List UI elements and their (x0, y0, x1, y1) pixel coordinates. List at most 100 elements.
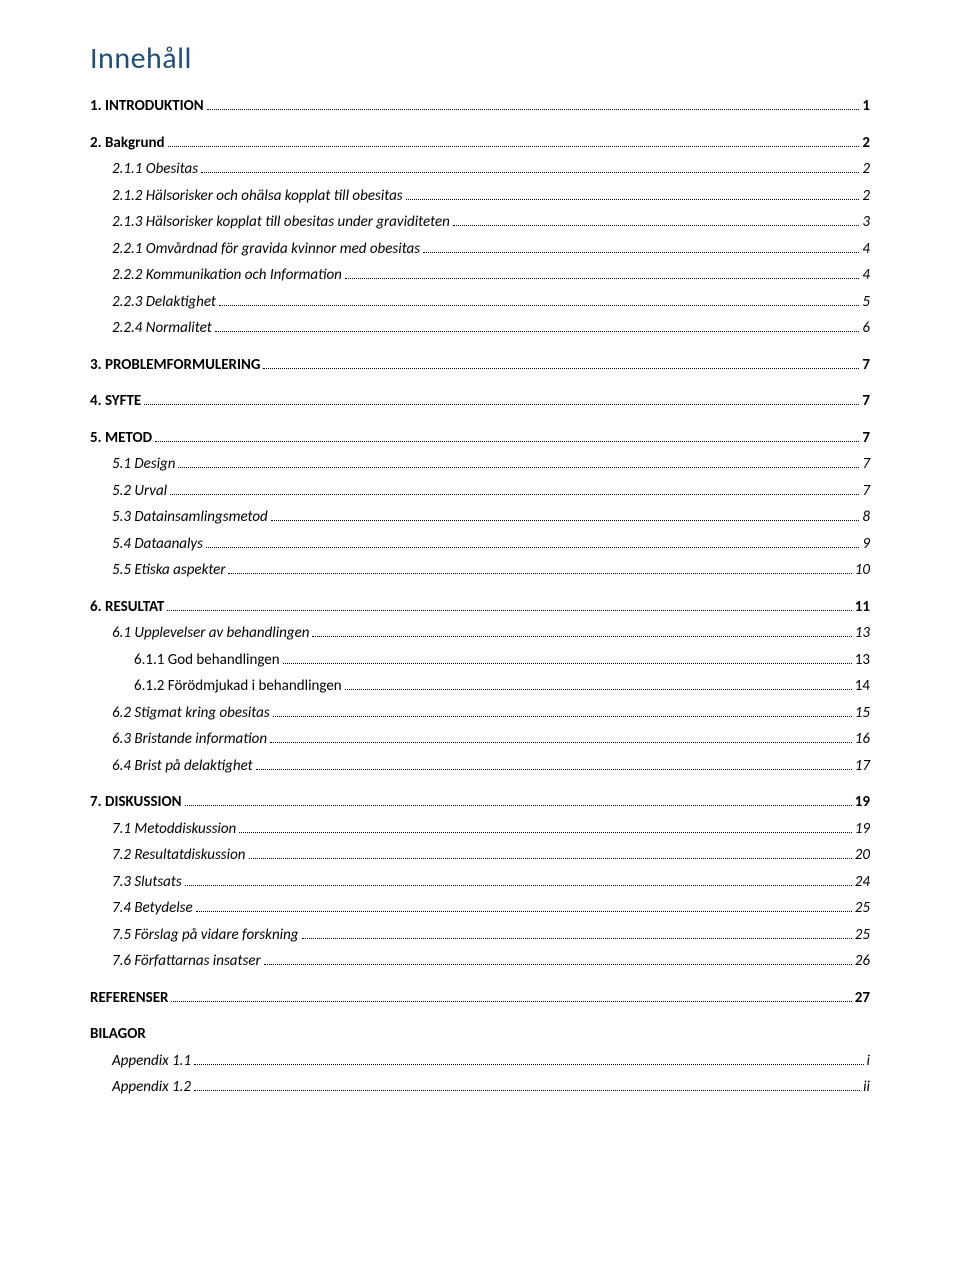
toc-entry[interactable]: 5.2 Urval 7 (112, 480, 870, 503)
toc-entry-label: 5.1 Design (112, 453, 175, 476)
toc-leader-dots (185, 885, 852, 886)
toc-entry[interactable]: 7.2 Resultatdiskussion 20 (112, 844, 870, 867)
toc-entry-page: 2 (862, 185, 870, 208)
toc-entry[interactable]: 2.1.2 Hälsorisker och ohälsa kopplat til… (112, 185, 870, 208)
toc-entry-page: 24 (855, 871, 870, 894)
toc-entry-page: 10 (855, 559, 870, 582)
toc-entry-label: 5.4 Dataanalys (112, 533, 203, 556)
toc-list: 1. INTRODUKTION 1 2. Bakgrund 2 2.1.1 Obes… (90, 95, 870, 1099)
toc-entry-page: 7 (862, 453, 870, 476)
toc-entry[interactable]: 6.1 Upplevelser av behandlingen 13 (112, 622, 870, 645)
toc-entry[interactable]: BILAGOR (90, 1023, 870, 1046)
toc-entry-label: Appendix 1.2 (112, 1076, 191, 1099)
toc-entry-label: 4. SYFTE (90, 390, 141, 413)
toc-entry[interactable]: 1. INTRODUKTION 1 (90, 95, 870, 118)
toc-entry[interactable]: 5.5 Etiska aspekter 10 (112, 559, 870, 582)
toc-entry-label: 2.2.2 Kommunikation och Information (112, 264, 342, 287)
toc-entry-page: 7 (862, 480, 870, 503)
toc-entry-page: i (867, 1050, 870, 1073)
toc-entry-label: 6.2 Stigmat kring obesitas (112, 702, 270, 725)
toc-leader-dots (263, 368, 859, 369)
toc-entry[interactable]: 5.3 Datainsamlingsmetod 8 (112, 506, 870, 529)
toc-entry-label: 3. PROBLEMFORMULERING (90, 354, 260, 377)
toc-entry[interactable]: 2.1.3 Hälsorisker kopplat till obesitas … (112, 211, 870, 234)
toc-entry[interactable]: 2.2.3 Delaktighet 5 (112, 291, 870, 314)
toc-leader-dots (423, 252, 859, 253)
toc-entry[interactable]: 3. PROBLEMFORMULERING 7 (90, 354, 870, 377)
toc-entry-label: 2.1.3 Hälsorisker kopplat till obesitas … (112, 211, 450, 234)
toc-entry[interactable]: 7.5 Förslag på vidare forskning 25 (112, 924, 870, 947)
toc-entry[interactable]: 2.2.4 Normalitet 6 (112, 317, 870, 340)
toc-entry-page: 15 (855, 702, 870, 725)
toc-entry[interactable]: 7.6 Författarnas insatser 26 (112, 950, 870, 973)
toc-entry[interactable]: 7.4 Betydelse 25 (112, 897, 870, 920)
toc-entry[interactable]: Appendix 1.2 ii (112, 1076, 870, 1099)
toc-entry[interactable]: 6.3 Bristande information 16 (112, 728, 870, 751)
toc-entry[interactable]: 5. METOD 7 (90, 427, 870, 450)
toc-entry-page: 19 (855, 818, 870, 841)
toc-leader-dots (239, 832, 852, 833)
toc-leader-dots (453, 225, 860, 226)
toc-entry-label: 6.1 Upplevelser av behandlingen (112, 622, 309, 645)
toc-entry-label: 7.1 Metoddiskussion (112, 818, 236, 841)
toc-leader-dots (228, 573, 851, 574)
toc-entry[interactable]: 2.2.2 Kommunikation och Information 4 (112, 264, 870, 287)
toc-entry-label: BILAGOR (90, 1023, 146, 1046)
toc-entry[interactable]: 6.2 Stigmat kring obesitas 15 (112, 702, 870, 725)
toc-leader-dots (170, 494, 859, 495)
toc-entry-page: 26 (855, 950, 870, 973)
toc-leader-dots (196, 911, 852, 912)
toc-entry-page: 25 (855, 924, 870, 947)
toc-entry-label: 6.3 Bristande information (112, 728, 267, 751)
toc-leader-dots (302, 938, 852, 939)
toc-entry-label: 6.1.2 Förödmjukad i behandlingen (134, 675, 342, 698)
toc-entry[interactable]: 5.4 Dataanalys 9 (112, 533, 870, 556)
toc-entry-page: 6 (862, 317, 870, 340)
toc-entry[interactable]: 7.1 Metoddiskussion 19 (112, 818, 870, 841)
toc-entry[interactable]: 2. Bakgrund 2 (90, 132, 870, 155)
toc-entry-label: 7.2 Resultatdiskussion (112, 844, 246, 867)
toc-leader-dots (167, 610, 851, 611)
toc-entry[interactable]: 7.3 Slutsats 24 (112, 871, 870, 894)
toc-entry[interactable]: 6.1.2 Förödmjukad i behandlingen 14 (134, 675, 870, 698)
toc-entry-page: 2 (862, 132, 870, 155)
toc-entry[interactable]: 7. DISKUSSION 19 (90, 791, 870, 814)
toc-entry[interactable]: 4. SYFTE 7 (90, 390, 870, 413)
toc-entry[interactable]: 6. RESULTAT 11 (90, 596, 870, 619)
toc-leader-dots (168, 146, 860, 147)
toc-entry[interactable]: 2.2.1 Omvårdnad för gravida kvinnor med … (112, 238, 870, 261)
toc-entry[interactable]: 2.1.1 Obesitas 2 (112, 158, 870, 181)
toc-entry-page: 4 (862, 264, 870, 287)
toc-entry-label: 2.2.1 Omvårdnad för gravida kvinnor med … (112, 238, 420, 261)
toc-leader-dots (345, 278, 860, 279)
toc-leader-dots (201, 172, 859, 173)
toc-leader-dots (249, 858, 852, 859)
toc-entry-page: 1 (862, 95, 870, 118)
toc-leader-dots (219, 305, 859, 306)
toc-entry-label: 7.4 Betydelse (112, 897, 193, 920)
toc-entry-page: 19 (855, 791, 870, 814)
toc-entry[interactable]: 6.4 Brist på delaktighet 17 (112, 755, 870, 778)
toc-entry-page: 7 (862, 390, 870, 413)
toc-entry[interactable]: REFERENSER 27 (90, 987, 870, 1010)
toc-entry-page: 3 (862, 211, 870, 234)
toc-entry-page: 13 (855, 649, 870, 672)
toc-entry-page: 17 (855, 755, 870, 778)
toc-entry-label: 5.2 Urval (112, 480, 167, 503)
toc-entry[interactable]: 6.1.1 God behandlingen 13 (134, 649, 870, 672)
toc-entry-label: 1. INTRODUKTION (90, 95, 204, 118)
toc-entry-label: Appendix 1.1 (112, 1050, 191, 1073)
toc-leader-dots (406, 199, 860, 200)
toc-entry[interactable]: 5.1 Design 7 (112, 453, 870, 476)
toc-entry-page: 4 (862, 238, 870, 261)
toc-entry[interactable]: Appendix 1.1 i (112, 1050, 870, 1073)
toc-leader-dots (206, 547, 859, 548)
toc-leader-dots (178, 467, 859, 468)
toc-entry-label: 2. Bakgrund (90, 132, 165, 155)
toc-entry-page: 16 (855, 728, 870, 751)
toc-entry-page: 11 (855, 596, 870, 619)
toc-entry-label: REFERENSER (90, 987, 168, 1010)
toc-entry-label: 5.3 Datainsamlingsmetod (112, 506, 268, 529)
toc-entry-label: 6.4 Brist på delaktighet (112, 755, 253, 778)
toc-leader-dots (215, 331, 860, 332)
